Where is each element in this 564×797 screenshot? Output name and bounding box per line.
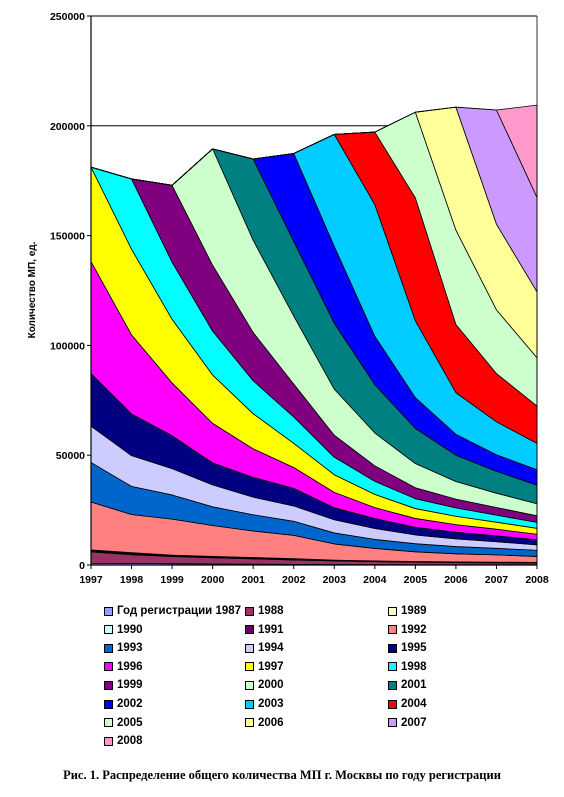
legend-label: 1988: [258, 605, 284, 617]
legend-item: Год регистрации 1987: [104, 604, 241, 618]
y-tick-labels: 0 50000 100000 150000 200000 250000: [50, 11, 91, 572]
legend-swatch: [245, 662, 254, 672]
legend-label: 1996: [117, 660, 143, 673]
x-tick-label: 2005: [404, 574, 428, 586]
x-tick-label: 2006: [444, 574, 468, 586]
y-tick-label: 50000: [56, 450, 85, 462]
x-tick-labels: 1997 1998 1999 2000 2001 2002 2003 2004 2005 2006…: [79, 565, 549, 586]
legend-item: 1999: [104, 678, 143, 692]
legend-item: 2002: [104, 697, 143, 711]
legend-swatch: [388, 643, 397, 653]
legend-label: 1998: [401, 660, 427, 673]
legend-item: 2004: [388, 697, 427, 711]
legend-item: 2005: [104, 716, 143, 730]
legend-item: 2003: [245, 697, 284, 711]
legend-label: 2001: [401, 679, 427, 692]
legend-item: 2006: [245, 716, 284, 730]
y-tick-label: 0: [79, 560, 85, 572]
legend-item: 1991: [245, 623, 284, 637]
y-tick-label: 200000: [50, 121, 85, 133]
legend-swatch: [388, 680, 397, 690]
legend-item: 1997: [245, 660, 284, 674]
legend-item: 1990: [104, 623, 143, 637]
figure-caption: Рис. 1. Распределение общего количества …: [63, 768, 501, 782]
legend-label: 1992: [401, 623, 427, 636]
x-tick-label: 2000: [201, 574, 225, 586]
legend-item: 1993: [104, 641, 143, 655]
legend-label: 2007: [401, 716, 427, 729]
legend-swatch: [388, 699, 397, 709]
legend-swatch: [104, 606, 113, 616]
legend-item: 2000: [245, 678, 284, 692]
legend-label: 2003: [258, 698, 284, 710]
x-tick-label: 1997: [79, 574, 103, 586]
legend-label: 2002: [117, 698, 143, 710]
legend-item: 1995: [388, 641, 427, 655]
x-tick-label: 2003: [323, 574, 347, 586]
legend-item: 1989: [388, 604, 427, 618]
legend-label: 2000: [258, 679, 284, 692]
x-tick-label: 2002: [282, 574, 306, 586]
x-tick-label: 2008: [525, 574, 549, 586]
legend-item: 1988: [245, 604, 284, 618]
legend-swatch: [104, 699, 113, 709]
legend-label: 1991: [258, 623, 284, 636]
legend-item: 2001: [388, 678, 427, 692]
legend-item: 1994: [245, 641, 284, 655]
y-tick-label: 150000: [50, 231, 85, 243]
legend-item: 2008: [104, 734, 143, 748]
axes: [90, 16, 538, 566]
legend-label: 1994: [258, 642, 284, 655]
legend-swatch: [388, 606, 397, 616]
legend-label: 1995: [401, 642, 427, 655]
legend-label: 1989: [401, 605, 427, 617]
legend-item: 1996: [104, 660, 143, 674]
x-tick-label: 2001: [242, 574, 266, 586]
y-tick-label: 100000: [50, 340, 85, 352]
legend-label: 1999: [117, 679, 143, 692]
legend-swatch: [245, 643, 254, 653]
x-tick-label: 1999: [160, 574, 184, 586]
legend-swatch: [245, 625, 254, 635]
legend-label: 2004: [401, 698, 427, 710]
legend-swatch: [104, 736, 113, 746]
x-tick-label: 2004: [363, 574, 387, 586]
legend-swatch: [104, 662, 113, 672]
legend-label: 2005: [117, 716, 143, 729]
legend-item: 2007: [388, 716, 427, 730]
legend-swatch: [245, 699, 254, 709]
legend-item: 1992: [388, 623, 427, 637]
legend-swatch: [388, 625, 397, 635]
legend-label: 1990: [117, 623, 143, 636]
x-tick-label: 1998: [120, 574, 144, 586]
legend-swatch: [104, 625, 113, 635]
legend-swatch: [245, 718, 254, 728]
legend-label: 1993: [117, 642, 143, 655]
legend-label: 2008: [117, 735, 143, 748]
legend-label: 1997: [258, 660, 284, 673]
legend-swatch: [388, 662, 397, 672]
legend-swatch: [104, 680, 113, 690]
legend-swatch: [104, 718, 113, 728]
legend-swatch: [245, 606, 254, 616]
legend-label: 2006: [258, 716, 284, 729]
y-axis-label: Количество МП, ед.: [27, 241, 38, 338]
x-tick-label: 2007: [485, 574, 509, 586]
y-tick-label: 250000: [50, 11, 85, 23]
legend-item: 1998: [388, 660, 427, 674]
legend-swatch: [388, 718, 397, 728]
legend-label: Год регистрации 1987: [117, 605, 242, 617]
legend-swatch: [245, 680, 254, 690]
legend-swatch: [104, 643, 113, 653]
